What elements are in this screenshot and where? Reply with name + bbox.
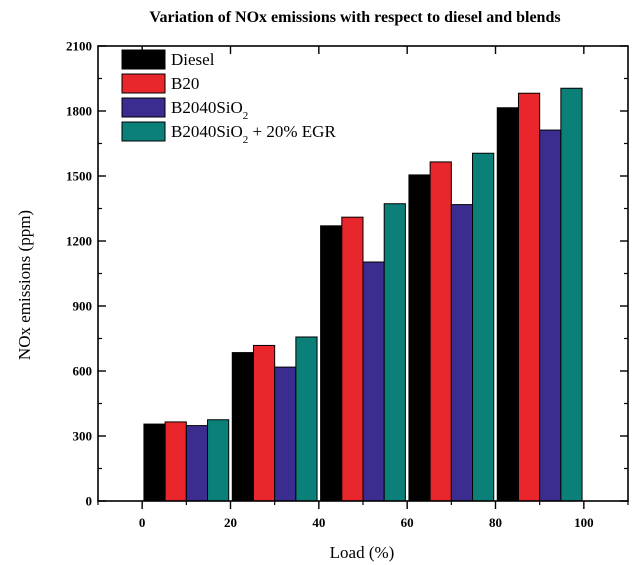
x-tick-label: 60 <box>401 515 414 530</box>
y-tick-label: 300 <box>73 429 93 444</box>
legend-label: B2040SiO2 <box>171 98 248 122</box>
y-tick-label: 600 <box>73 364 93 379</box>
bar <box>295 336 318 502</box>
legend-swatch <box>121 49 166 70</box>
legend-label: B20 <box>171 74 199 93</box>
y-tick-label: 1200 <box>66 234 92 249</box>
bar <box>517 92 541 502</box>
bar <box>320 225 343 502</box>
x-axis-label: Load (%) <box>330 543 395 562</box>
bar <box>560 87 583 502</box>
axes-group: 0 300 600 900 1200 1500 1800 2100 0 20 40 60 80 100 <box>66 39 629 530</box>
bar <box>341 216 364 502</box>
x-tick-label: 20 <box>224 515 237 530</box>
y-tick-label: 900 <box>73 299 93 314</box>
bar <box>274 366 297 502</box>
bar <box>429 161 452 502</box>
legend-swatch <box>121 121 166 142</box>
bar <box>450 204 474 502</box>
bar <box>472 152 495 502</box>
bars-group <box>143 87 583 502</box>
bar <box>539 129 562 502</box>
y-tick-label: 2100 <box>66 39 92 54</box>
x-tick-label: 80 <box>489 515 502 530</box>
chart-title: Variation of NOx emissions with respect … <box>149 9 560 26</box>
x-tick-label: 0 <box>139 515 146 530</box>
bar <box>496 107 519 502</box>
legend-label: Diesel <box>171 50 215 69</box>
bar <box>408 174 431 502</box>
y-tick-label: 0 <box>86 494 93 509</box>
bar <box>252 344 276 502</box>
x-tick-label: 100 <box>574 515 594 530</box>
legend-swatch <box>121 97 166 118</box>
bar <box>185 425 209 502</box>
bar <box>164 421 187 502</box>
y-tick-label: 1500 <box>66 169 92 184</box>
legend-swatch <box>121 73 166 94</box>
y-axis-label: NOx emissions (ppm) <box>15 210 34 360</box>
legend-label: B2040SiO2 + 20% EGR <box>171 122 336 146</box>
bar <box>143 423 166 502</box>
bar <box>362 261 385 502</box>
bar <box>383 203 406 502</box>
x-tick-label: 40 <box>312 515 325 530</box>
bar <box>207 419 230 502</box>
y-tick-label: 1800 <box>66 104 92 119</box>
bar <box>231 352 254 502</box>
